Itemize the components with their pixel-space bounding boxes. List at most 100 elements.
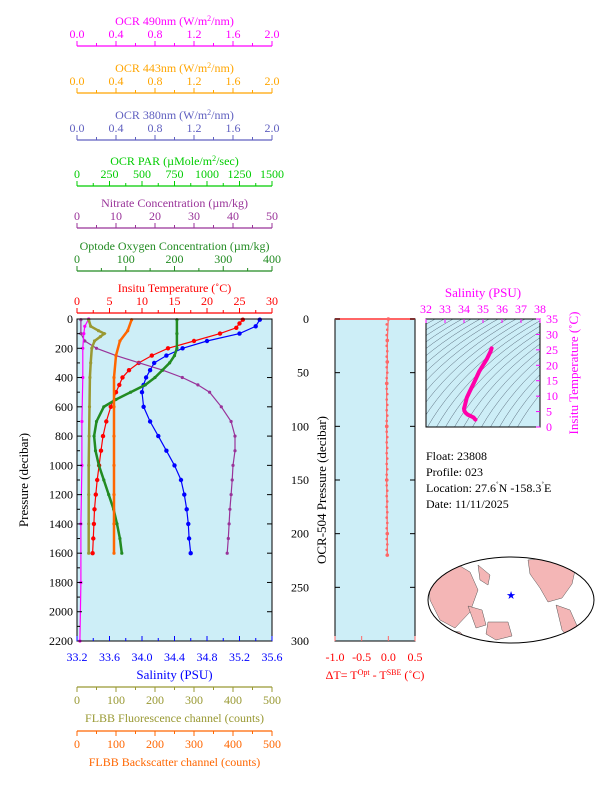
data-point-ocr490 xyxy=(81,346,85,350)
data-point-salinity xyxy=(204,338,210,344)
density-contour xyxy=(426,319,517,392)
dt-data-point xyxy=(385,403,389,407)
dt-pressure-tick-label: 0 xyxy=(303,312,309,326)
bottom-axis-fluorescence: 0 100 200 300 400 500 FLBB Fluorescence channe… xyxy=(74,686,281,725)
data-point-salinity xyxy=(172,463,177,468)
density-contour xyxy=(426,319,481,356)
density-contour xyxy=(426,319,445,331)
ts-salinity-tick-label: 36 xyxy=(496,302,508,316)
tick-label-backscatter: 0 xyxy=(74,737,80,751)
pressure-tick-label: 400 xyxy=(55,371,73,385)
dt-data-point xyxy=(385,360,389,364)
data-point-temperature xyxy=(149,353,154,358)
tick-label-ocr443: 0.0 xyxy=(70,74,85,88)
axis-label-ocr490: OCR 490nm (W/m2/nm) xyxy=(115,14,234,28)
data-point-backscatter xyxy=(112,463,116,467)
data-point-backscatter xyxy=(118,339,122,343)
data-point-oxygen xyxy=(153,375,157,380)
tick-label-fluorescence: 0 xyxy=(74,693,80,707)
landmass xyxy=(485,621,513,641)
data-point-nitrate xyxy=(79,332,83,336)
data-point-salinity xyxy=(164,353,169,358)
data-point-ocr490 xyxy=(82,332,86,336)
axis-label-backscatter: FLBB Backscatter channel (counts) xyxy=(89,755,261,769)
data-point-temperature xyxy=(90,551,95,556)
dt-data-point xyxy=(385,537,389,541)
tick-label-temperature: 5 xyxy=(107,294,113,308)
data-point-nitrate xyxy=(180,375,184,380)
dt-data-point xyxy=(385,398,389,401)
data-point-backscatter xyxy=(112,493,116,497)
data-point-fluorescence xyxy=(89,324,93,328)
tick-label-temperature: 30 xyxy=(266,294,278,308)
tick-label-temperature: 0 xyxy=(74,294,80,308)
data-point-oxygen xyxy=(120,551,124,555)
tick-label-temperature: 25 xyxy=(234,294,246,308)
tick-label-ocr380: 1.2 xyxy=(187,121,202,135)
dt-pressure-tick-label: 250 xyxy=(291,580,309,594)
data-point-fluorescence xyxy=(92,339,97,343)
dt-data-point xyxy=(385,387,389,391)
dt-data-point xyxy=(385,543,389,546)
dt-x-tick-label: 0.5 xyxy=(408,650,423,664)
data-point-temperature xyxy=(108,404,114,409)
data-point-salinity xyxy=(237,331,242,336)
dt-data-point xyxy=(385,516,389,519)
data-point-temperature xyxy=(126,368,132,373)
data-point-salinity xyxy=(180,346,185,351)
tick-label-ocr443: 0.4 xyxy=(109,74,124,88)
data-point-nitrate xyxy=(229,493,233,497)
profile-date: Date: 11/11/2025 xyxy=(426,497,509,511)
tick-label-backscatter: 400 xyxy=(224,737,242,751)
dt-data-point xyxy=(385,435,389,439)
density-contour xyxy=(517,394,540,427)
tick-label-nitrate: 0 xyxy=(74,209,80,223)
top-axis-temperature: 0 5 10 15 20 25 30 Insitu Temperature (˚C) xyxy=(74,281,278,314)
float-info: Float: 23808 Profile: 023 Location: 27.6… xyxy=(426,449,551,511)
axis-label-fluorescence: FLBB Fluorescence channel (counts) xyxy=(85,711,264,725)
data-point-ocr490 xyxy=(80,419,84,424)
density-contour xyxy=(490,365,540,427)
density-contour xyxy=(426,319,535,416)
dt-data-point xyxy=(385,425,389,428)
density-contour xyxy=(481,357,540,427)
tick-label-oxygen: 0 xyxy=(74,252,80,266)
delta-t-panel: 0 50 100 150 200 250 300 OCR-504 Pressure (deci… xyxy=(291,312,424,682)
tick-label-backscatter: 500 xyxy=(263,737,281,751)
data-point-oxygen xyxy=(160,368,164,372)
tick-label-ocr380: 0.0 xyxy=(70,121,85,135)
data-point-salinity xyxy=(143,375,149,380)
data-point-oxygen xyxy=(93,449,98,453)
data-point-salinity xyxy=(257,317,262,322)
data-point-oxygen xyxy=(94,419,99,424)
data-point-temperature xyxy=(117,382,122,388)
data-point-salinity xyxy=(147,419,153,424)
pressure-tick-label: 0 xyxy=(67,312,73,326)
dt-data-point xyxy=(385,553,389,557)
tick-label-ocr490: 0.4 xyxy=(109,27,124,41)
dt-pressure-tick-label: 200 xyxy=(291,527,309,541)
pressure-tick-label: 1200 xyxy=(49,488,73,502)
density-contour xyxy=(426,319,472,349)
data-point-salinity xyxy=(147,368,153,373)
data-point-backscatter xyxy=(126,329,130,333)
data-point-backscatter xyxy=(112,375,116,380)
tick-label-par: 1000 xyxy=(195,167,219,181)
data-point-salinity xyxy=(186,521,191,527)
data-point-ocr490 xyxy=(83,324,87,328)
data-point-fluorescence xyxy=(87,434,91,438)
landmass xyxy=(467,605,487,629)
dt-data-point xyxy=(386,317,391,321)
main-series-group xyxy=(78,317,262,643)
tick-label-fluorescence: 100 xyxy=(107,693,125,707)
tick-label-oxygen: 300 xyxy=(214,252,232,266)
density-contour xyxy=(426,319,463,343)
pressure-tick-label: 1600 xyxy=(49,546,73,560)
data-point-fluorescence xyxy=(98,335,102,339)
ts-salinity-tick-label: 38 xyxy=(534,302,546,316)
dt-data-point xyxy=(385,467,389,471)
dt-x-tick-label: -0.5 xyxy=(352,650,371,664)
